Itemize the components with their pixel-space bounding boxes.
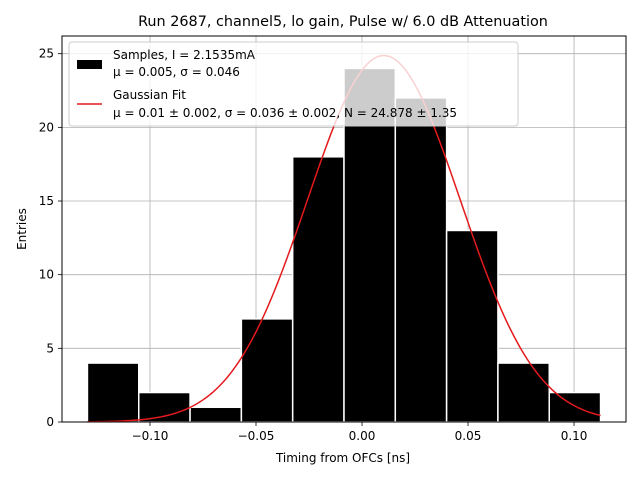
x-tick-label-4: 0.10 <box>561 429 588 443</box>
y-tick-label-0: 0 <box>46 415 54 429</box>
x-tick-label-1: −0.05 <box>238 429 275 443</box>
chart-title: Run 2687, channel5, lo gain, Pulse w/ 6.… <box>138 14 548 30</box>
histogram-bars <box>86 67 602 423</box>
histogram-bar-7 <box>445 229 499 423</box>
legend-box <box>68 41 519 127</box>
histogram-bar-6 <box>394 97 448 423</box>
legend-label-fit: Gaussian Fit <box>113 88 186 102</box>
histogram-bar-8 <box>497 362 550 423</box>
histogram-bar-0 <box>86 362 140 423</box>
y-tick-label-3: 15 <box>39 194 54 208</box>
histogram-bar-1 <box>138 391 191 423</box>
legend-detail-samples: μ = 0.005, σ = 0.046 <box>113 65 240 79</box>
y-tick-label-5: 25 <box>39 47 54 61</box>
y-tick-label-4: 20 <box>39 120 54 134</box>
x-axis-label: Timing from OFCs [ns] <box>275 451 410 465</box>
x-tick-label-0: −0.10 <box>132 429 169 443</box>
y-tick-label-1: 5 <box>46 341 54 355</box>
legend: Samples, I = 2.1535mA μ = 0.005, σ = 0.0… <box>68 41 519 127</box>
y-tick-label-2: 10 <box>39 268 54 282</box>
legend-label-samples: Samples, I = 2.1535mA <box>113 48 256 62</box>
x-tick-label-2: 0.00 <box>349 429 376 443</box>
legend-detail-fit: μ = 0.01 ± 0.002, σ = 0.036 ± 0.002, N =… <box>113 106 457 120</box>
x-axis-ticks: −0.10 −0.05 0.00 0.05 0.10 <box>132 422 588 443</box>
legend-swatch-samples <box>77 60 102 69</box>
histogram-bar-3 <box>240 318 294 423</box>
histogram-bar-9 <box>548 391 602 423</box>
y-axis-ticks: 0 5 10 15 20 25 <box>39 47 62 429</box>
y-axis-label: Entries <box>15 208 29 250</box>
histogram-bar-2 <box>189 406 243 423</box>
x-tick-label-3: 0.05 <box>455 429 482 443</box>
histogram-bar-4 <box>291 156 345 423</box>
plot-frame <box>61 35 627 423</box>
